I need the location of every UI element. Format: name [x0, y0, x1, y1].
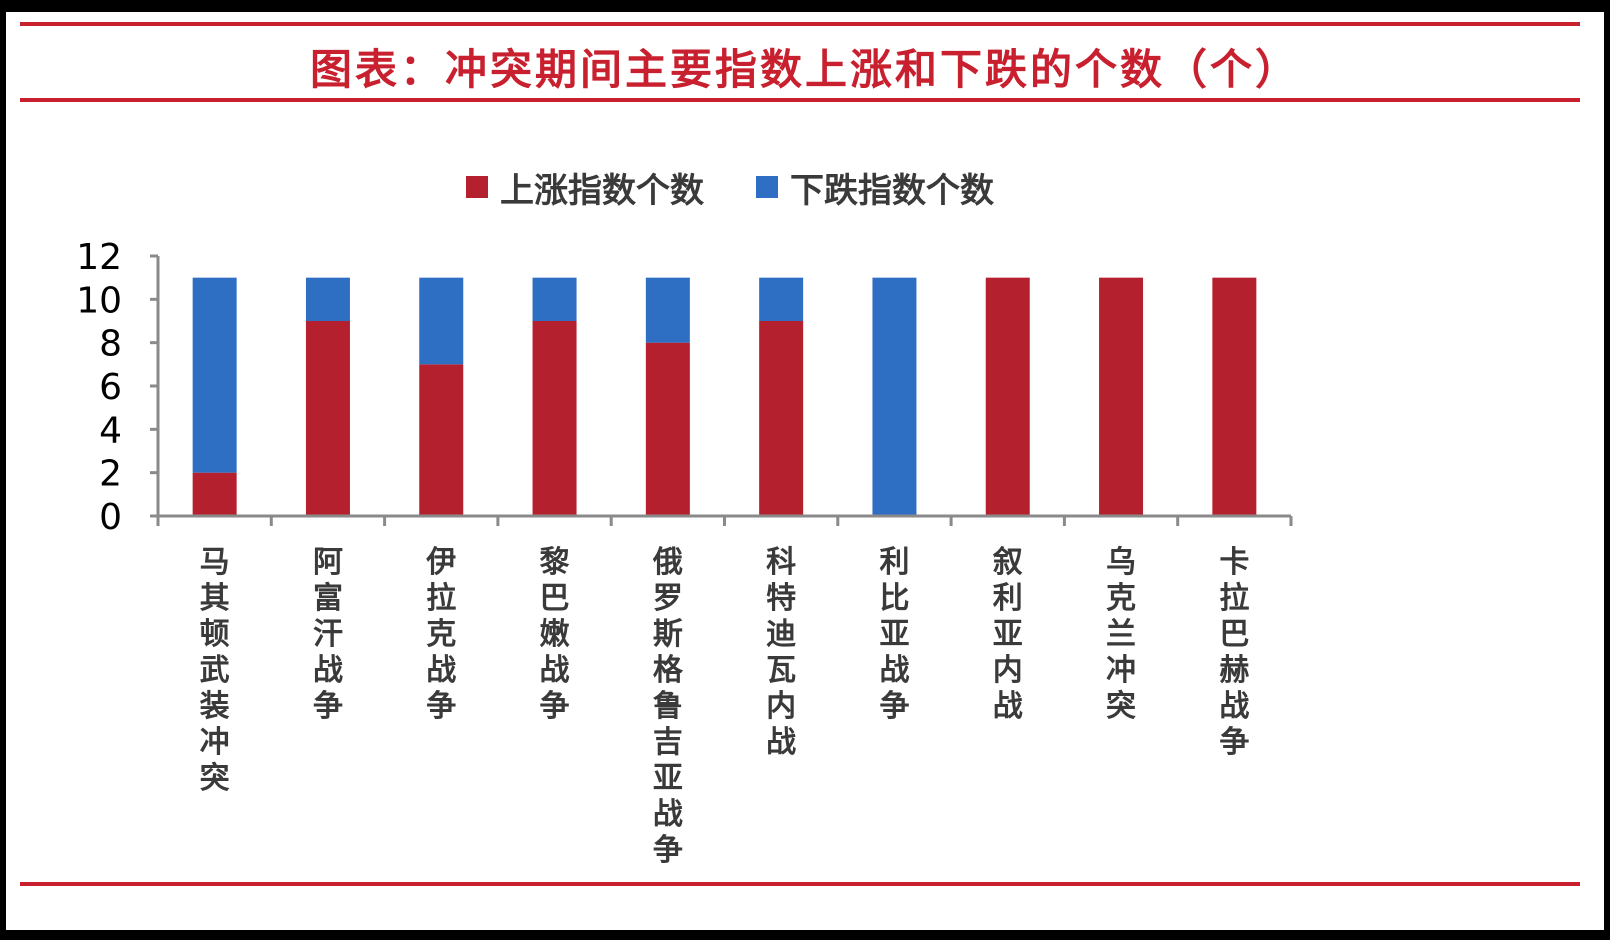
- bar-fall-5: [645, 277, 690, 343]
- legend-item-rise: 上涨指数个数: [466, 163, 704, 212]
- bar-fall-2: [305, 277, 350, 321]
- x-tick-label: 利比亚战争: [879, 545, 909, 724]
- x-tick-label: 伊拉克战争: [425, 545, 456, 724]
- x-tick-label: 俄罗斯格鲁吉亚战争: [652, 545, 684, 868]
- x-tick-label: 阿富汗战争: [313, 545, 343, 724]
- axes-group: [150, 254, 1293, 526]
- bar-fall-6: [759, 277, 804, 321]
- chart-title: 图表：冲突期间主要指数上涨和下跌的个数（个）: [309, 45, 1300, 94]
- bar-rise-9: [1099, 277, 1144, 516]
- bar-fall-3: [419, 277, 464, 365]
- title-rule: [20, 98, 1580, 102]
- y-tick-label: 8: [99, 324, 122, 365]
- legend-swatch-rise: [466, 176, 488, 198]
- y-tick-label: 12: [76, 237, 122, 278]
- legend-label-rise: 上涨指数个数: [500, 170, 704, 211]
- x-tick-label: 黎巴嫩战争: [540, 545, 570, 724]
- y-tick-label: 6: [99, 367, 122, 408]
- bar-rise-6: [759, 321, 804, 516]
- x-tick-label: 卡拉巴赫战争: [1219, 545, 1249, 760]
- x-tick-label: 叙利亚内战: [993, 545, 1023, 724]
- bar-fall-4: [532, 277, 577, 321]
- legend-item-fall: 下跌指数个数: [756, 163, 994, 212]
- bar-rise-1: [192, 472, 237, 516]
- bar-rise-5: [645, 342, 690, 516]
- y-tick-label: 2: [99, 454, 122, 495]
- legend-label-fall: 下跌指数个数: [790, 170, 994, 211]
- y-tick-label: 4: [99, 410, 122, 451]
- legend: 上涨指数个数 下跌指数个数: [466, 162, 994, 212]
- bar-rise-3: [419, 364, 464, 516]
- bar-rise-4: [532, 321, 577, 516]
- top-rule: [20, 22, 1580, 26]
- x-tick-label: 乌克兰冲突: [1106, 545, 1136, 724]
- y-tick-label: 10: [76, 280, 122, 321]
- bars-group: [192, 277, 1257, 516]
- x-tick-label: 科特迪瓦内战: [766, 545, 796, 760]
- x-tick-labels: 马其顿武装冲突 阿富汗战争 伊拉克战争 黎巴嫩战争 俄罗斯格鲁吉亚战争 科特迪瓦内战 利比亚…: [200, 545, 1250, 868]
- bar-fall-7: [872, 277, 917, 516]
- x-tick-label: 马其顿武装冲突: [200, 545, 230, 796]
- legend-swatch-fall: [756, 176, 778, 198]
- bottom-rule: [20, 882, 1580, 886]
- bar-fall-1: [192, 277, 237, 473]
- y-tick-label: 0: [99, 497, 122, 538]
- bar-rise-2: [305, 321, 350, 516]
- bar-rise-8: [985, 277, 1030, 516]
- bar-rise-10: [1212, 277, 1257, 516]
